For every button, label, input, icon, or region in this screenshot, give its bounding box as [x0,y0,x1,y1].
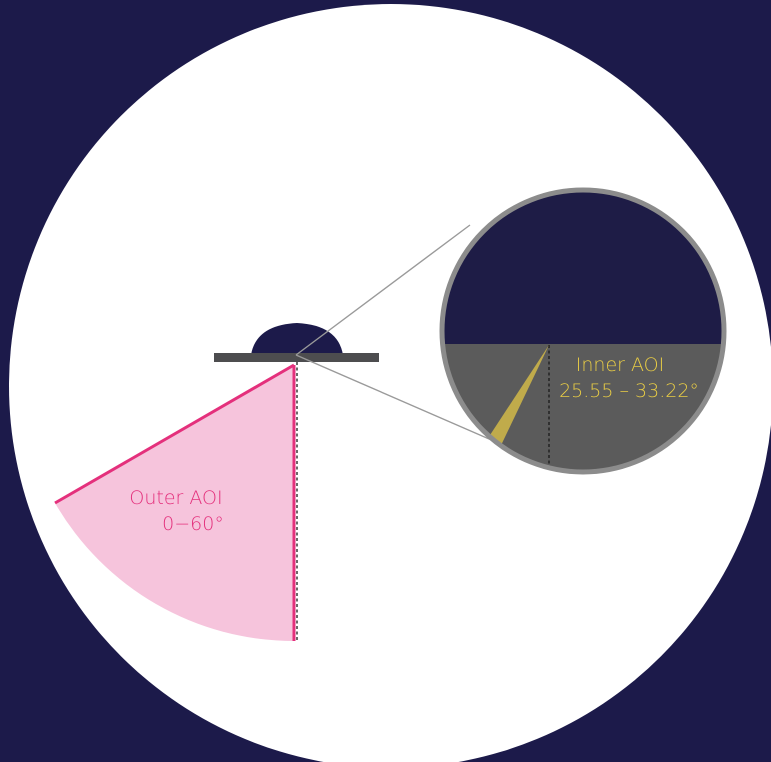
inner-aoi-wedge [487,345,549,446]
outer-aoi-title: Outer AOI [129,487,222,509]
lens-border [439,187,727,475]
outer-aoi-sector [55,365,294,641]
inner-aoi-title: Inner AOI [576,354,664,376]
outer-aoi-60deg-edge [54,363,295,505]
magnifier-connector-lower [295,354,497,443]
droplet [251,323,343,355]
magnifier-connector-upper [295,224,471,356]
inner-aoi-range: 25.55 – 33.22° [559,380,699,402]
outer-aoi-range: 0−60° [162,513,224,535]
substrate-bar [214,353,379,362]
